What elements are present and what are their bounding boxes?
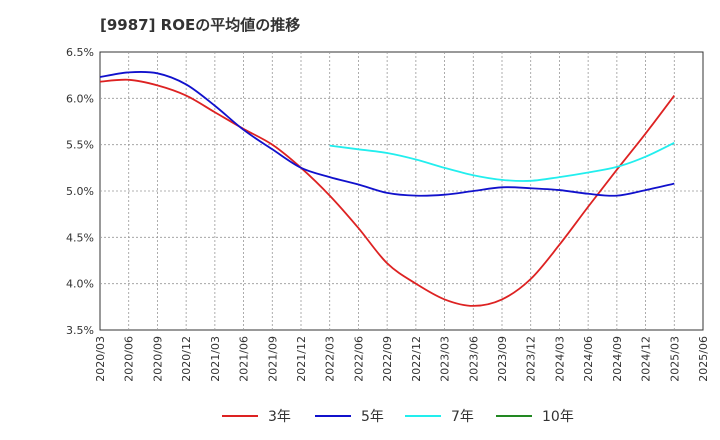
x-tick-label: 2024/06	[582, 336, 595, 382]
x-tick-label: 2022/09	[381, 336, 394, 382]
legend-item-3y: 3年	[222, 404, 291, 428]
series-line-1	[99, 70, 675, 197]
legend-item-5y: 5年	[315, 404, 384, 428]
series-line-2	[329, 142, 675, 182]
x-axis-ticks: 2020/03 2020/06 2020/09 2020/12 2021/03 2021/…	[94, 336, 710, 382]
legend-swatch-10y	[496, 415, 532, 417]
legend-label-3y: 3年	[268, 409, 291, 425]
x-tick-label: 2024/09	[611, 336, 624, 382]
x-tick-label: 2020/12	[180, 336, 193, 382]
legend-item-10y: 10年	[496, 404, 574, 428]
legend-swatch-7y	[405, 415, 441, 417]
x-tick-label: 2020/06	[123, 336, 136, 382]
y-tick-label: 6.0%	[66, 92, 94, 105]
x-tick-label: 2021/03	[209, 336, 222, 382]
x-tick-label: 2024/03	[553, 336, 566, 382]
x-tick-label: 2023/06	[467, 336, 480, 382]
y-tick-label: 6.5%	[66, 46, 94, 59]
x-tick-label: 2022/03	[324, 336, 337, 382]
x-tick-label: 2020/09	[151, 336, 164, 382]
x-tick-label: 2022/12	[410, 336, 423, 382]
y-tick-label: 3.5%	[66, 324, 94, 337]
y-tick-label: 5.5%	[66, 139, 94, 152]
x-tick-label: 2023/12	[525, 336, 538, 382]
x-tick-label: 2023/03	[439, 336, 452, 382]
grid-lines	[100, 52, 703, 330]
y-tick-label: 4.0%	[66, 278, 94, 291]
chart-title: [9987] ROEの平均値の推移	[100, 16, 301, 34]
x-tick-label: 2025/06	[697, 336, 710, 382]
legend-swatch-3y	[222, 415, 258, 417]
legend-label-10y: 10年	[542, 409, 574, 425]
y-tick-label: 4.5%	[66, 231, 94, 244]
x-tick-label: 2021/06	[238, 336, 251, 382]
x-tick-label: 2025/03	[668, 336, 681, 382]
x-tick-label: 2024/12	[640, 336, 653, 382]
x-tick-label: 2021/09	[266, 336, 279, 382]
legend-swatch-5y	[315, 415, 351, 417]
y-axis-ticks: 3.5% 4.0% 4.5% 5.0% 5.5% 6.0% 6.5%	[66, 46, 94, 337]
legend-label-7y: 7年	[451, 409, 474, 425]
x-tick-label: 2021/12	[295, 336, 308, 382]
legend: 3年 5年 7年 10年	[0, 404, 720, 428]
legend-label-5y: 5年	[361, 409, 384, 425]
x-tick-label: 2023/09	[496, 336, 509, 382]
series-line-0	[99, 78, 676, 307]
series-lines	[99, 70, 676, 307]
legend-item-7y: 7年	[405, 404, 474, 428]
x-tick-label: 2022/06	[352, 336, 365, 382]
x-tick-label: 2020/03	[94, 336, 107, 382]
y-tick-label: 5.0%	[66, 185, 94, 198]
